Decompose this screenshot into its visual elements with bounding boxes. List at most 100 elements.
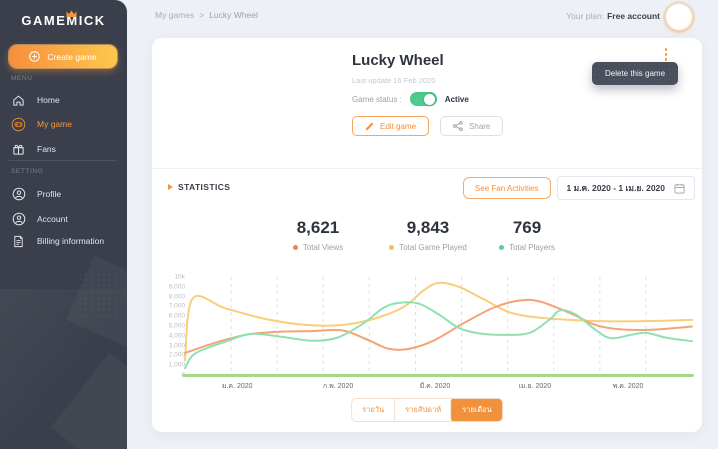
x-axis-baseline <box>182 373 694 377</box>
plan-indicator: Your plan: Free account <box>566 11 660 21</box>
legend-dot-icon <box>499 245 505 250</box>
game-status-label: Game status : <box>352 94 402 104</box>
stat-total-players: 769 Total Players <box>467 218 587 252</box>
menu-section-label: MENU <box>11 75 33 82</box>
period-daily-button[interactable]: รายวัน <box>352 399 395 421</box>
legend-dot-icon <box>292 245 298 250</box>
date-range-picker[interactable]: 1 ม.ค. 2020 - 1 เม.ย. 2020 <box>556 176 695 200</box>
period-monthly-button[interactable]: รายเดือน <box>450 399 502 421</box>
sidebar-item-label: Fans <box>37 144 56 154</box>
plot-area <box>184 277 693 375</box>
share-button[interactable]: Share <box>440 116 504 136</box>
game-status-value: Active <box>444 94 469 104</box>
avatar[interactable] <box>666 4 692 30</box>
sidebar-item-account[interactable]: Account <box>0 207 127 231</box>
x-axis-label: ม.ค. 2020 <box>221 383 253 390</box>
home-icon <box>11 93 26 108</box>
period-segmented-control: รายวัน รายสัปดาห์ รายเดือน <box>351 398 503 422</box>
statistics-section-title: STATISTICS <box>168 182 230 192</box>
y-axis-tick: 9,000 <box>168 283 185 291</box>
breadcrumb-parent[interactable]: My games <box>155 10 195 20</box>
plus-circle-icon <box>29 51 41 62</box>
plan-label: Your plan: <box>566 11 605 21</box>
sidebar-item-my-game[interactable]: My game <box>0 112 127 136</box>
toggle-knob <box>424 93 436 105</box>
setting-section-label: SETTING <box>11 168 44 175</box>
statistics-chart: 10k 9,000 8,000 7,000 6,000 5,000 4,000 3,000 2,… <box>156 274 696 394</box>
account-icon <box>11 212 26 227</box>
gift-icon <box>11 142 26 157</box>
sidebar-item-label: Billing information <box>37 236 105 246</box>
plan-value: Free account <box>607 11 660 21</box>
x-axis-label: มี.ค. 2020 <box>419 383 451 390</box>
sidebar-item-home[interactable]: Home <box>0 88 127 112</box>
stat-total-views: 8,621 Total Views <box>258 218 378 252</box>
sidebar-decoration <box>0 289 127 449</box>
y-axis-tick: 2,000 <box>168 351 185 359</box>
triangle-marker-icon <box>168 184 173 190</box>
stat-value: 769 <box>512 218 542 237</box>
sidebar-item-billing[interactable]: Billing information <box>0 229 127 253</box>
stat-label: Total Game Played <box>399 243 467 252</box>
sidebar-item-fans[interactable]: Fans <box>0 137 127 161</box>
sidebar-item-profile[interactable]: Profile <box>0 182 127 206</box>
crown-icon <box>66 6 77 21</box>
profile-icon <box>11 187 26 202</box>
calendar-icon <box>674 183 685 194</box>
y-axis: 10k 9,000 8,000 7,000 6,000 5,000 4,000 3,000 2,… <box>156 273 185 379</box>
breadcrumb: My games > Lucky Wheel <box>155 10 258 20</box>
y-axis-tick: 4,000 <box>168 332 185 340</box>
create-game-button[interactable]: Create game <box>9 45 117 68</box>
date-range-value: 1 ม.ค. 2020 - 1 เม.ย. 2020 <box>566 183 666 193</box>
section-divider <box>152 168 702 169</box>
statistics-line-chart <box>184 277 693 375</box>
sidebar-item-label: Account <box>37 214 68 224</box>
game-status-toggle[interactable] <box>409 92 437 106</box>
x-axis-label: พ.ค. 2020 <box>612 383 644 390</box>
edit-game-button[interactable]: Edit game <box>352 116 430 136</box>
stat-value: 8,621 <box>296 218 340 237</box>
y-axis-tick: 0 <box>156 372 185 379</box>
delete-game-menu-item[interactable]: Delete this game <box>592 62 678 85</box>
pencil-icon <box>365 122 374 131</box>
x-axis-label: เม.ย. 2020 <box>518 383 552 390</box>
gamepad-icon <box>11 117 26 132</box>
legend-dot-icon <box>389 245 395 250</box>
sidebar-divider <box>9 160 117 161</box>
y-axis-tick: 3,000 <box>168 342 185 350</box>
statistics-actions: See Fan Activities 1 ม.ค. 2020 - 1 เม.ย.… <box>462 176 695 200</box>
edit-game-label: Edit game <box>380 121 417 131</box>
sidebar-item-label: My game <box>37 119 72 129</box>
see-fan-activities-button[interactable]: See Fan Activities <box>462 177 551 199</box>
y-axis-tick: 10k <box>174 273 185 281</box>
x-axis-labels: ม.ค. 2020 ก.พ. 2020 มี.ค. 2020 เม.ย. 2020 พ.… <box>185 381 692 393</box>
create-game-label: Create game <box>47 51 97 62</box>
sidebar-item-label: Profile <box>37 189 62 199</box>
legend-total-players: Total Players <box>467 243 587 252</box>
billing-document-icon <box>11 234 26 249</box>
y-axis-tick: 5,000 <box>168 322 185 330</box>
sidebar: GAMEMICK Create game MENU Home My game <box>0 0 127 449</box>
app-logo: GAMEMICK <box>0 10 127 28</box>
game-detail-card: Lucky Wheel Last update 16 Feb 2020 Game… <box>152 38 702 432</box>
series-line-total-players <box>184 301 693 370</box>
series-line-total-game-played <box>184 281 693 362</box>
series-line-total-views <box>184 298 693 354</box>
last-update-text: Last update 16 Feb 2020 <box>352 76 436 85</box>
page-title: Lucky Wheel <box>352 52 444 69</box>
breadcrumb-current: Lucky Wheel <box>209 10 258 20</box>
sidebar-decoration-dots <box>77 271 121 321</box>
stat-label: Total Views <box>302 243 344 252</box>
y-axis-tick: 7,000 <box>168 302 185 310</box>
game-status-row: Game status : Active <box>352 92 469 106</box>
header-buttons: Edit game Share <box>352 116 504 136</box>
share-label: Share <box>469 121 491 131</box>
stat-label: Total Players <box>509 243 555 252</box>
app-logo-text: GAMEMICK <box>21 13 106 28</box>
legend-total-views: Total Views <box>258 243 378 252</box>
period-weekly-button[interactable]: รายสัปดาห์ <box>394 399 452 421</box>
x-axis-label: ก.พ. 2020 <box>322 383 354 390</box>
breadcrumb-separator: > <box>199 10 205 20</box>
kebab-menu-icon[interactable] <box>660 48 672 66</box>
y-axis-tick: 1,000 <box>168 361 185 369</box>
